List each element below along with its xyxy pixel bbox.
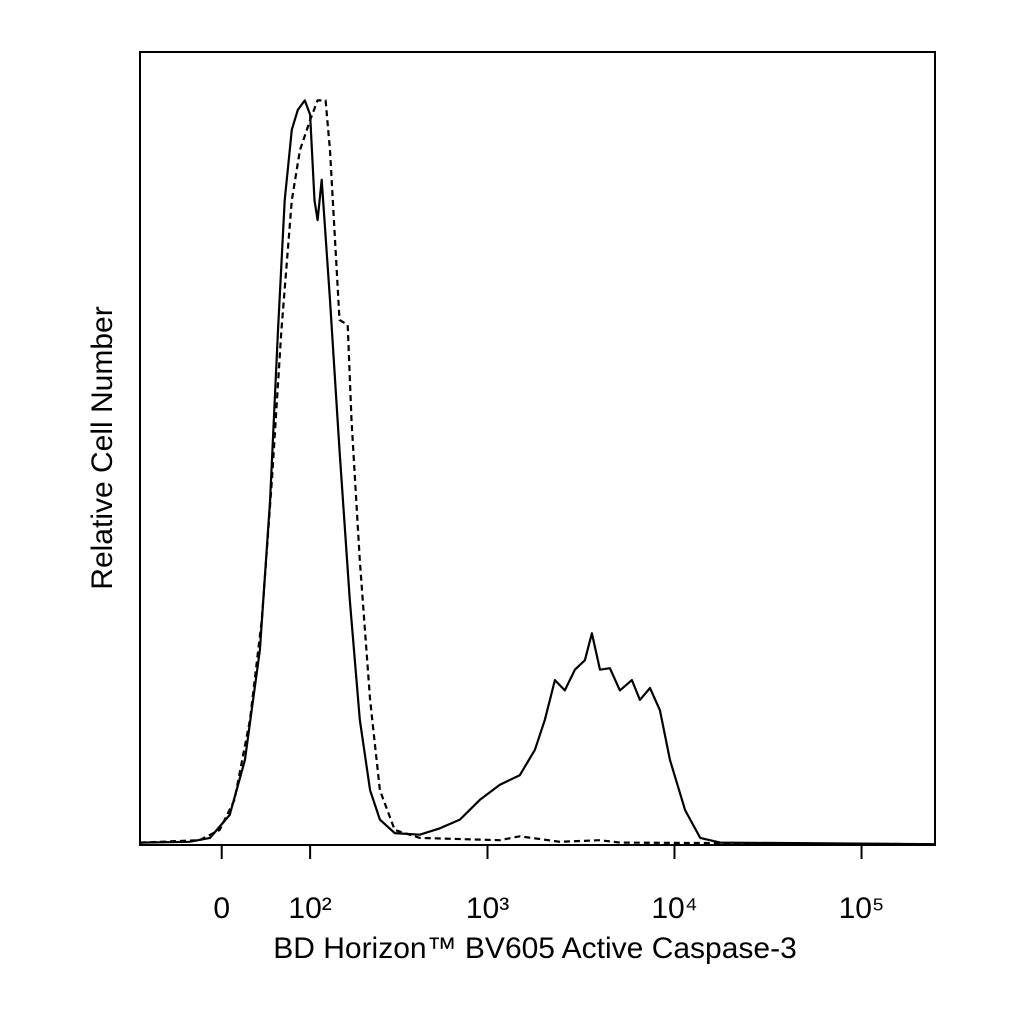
histogram-line (139, 99, 936, 846)
plot-frame (139, 51, 936, 846)
x-tick-label: 0 (213, 892, 230, 925)
x-axis-label: BD Horizon™ BV605 Active Caspase-3 (273, 932, 797, 965)
y-axis-label: Relative Cell Number (86, 306, 119, 589)
histogram-line (139, 99, 936, 846)
x-tick-label: 10³ (466, 892, 509, 925)
x-tick-label: 10⁴ (651, 892, 697, 925)
x-tick-label: 10⁵ (839, 892, 885, 925)
x-tick-label: 10² (288, 892, 331, 925)
